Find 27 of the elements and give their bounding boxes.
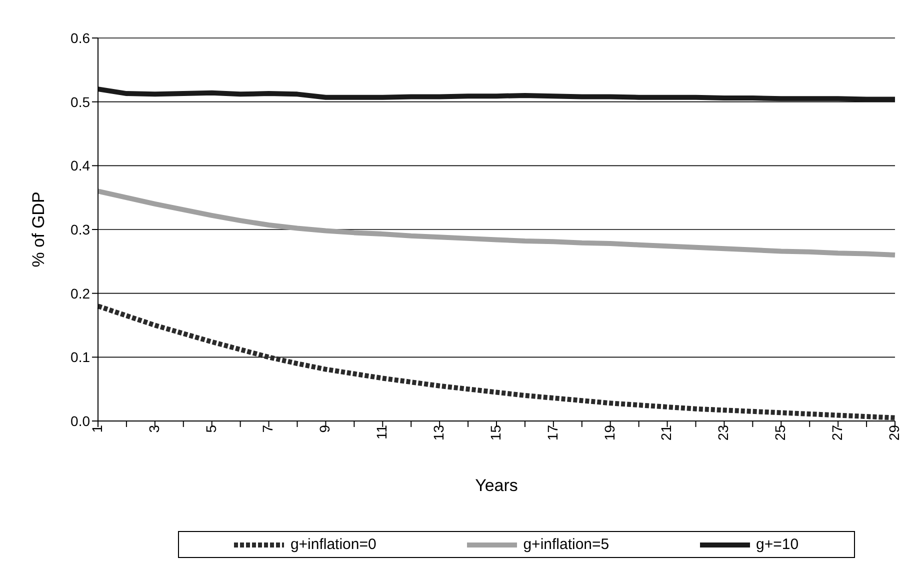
- x-tick-label: 17: [544, 424, 560, 441]
- x-tick-label: 19: [601, 424, 618, 441]
- y-tick-label: 0.6: [70, 30, 90, 46]
- x-tick-label: 1: [88, 424, 105, 433]
- x-tick-label: 27: [829, 424, 846, 441]
- legend-label: g+inflation=5: [523, 536, 610, 553]
- x-tick-label: 5: [202, 424, 219, 433]
- x-tick-label: 11: [374, 424, 390, 440]
- y-tick-label: 0.4: [70, 158, 90, 174]
- legend-label: g+inflation=0: [290, 536, 376, 553]
- y-axis-title: % of GDP: [29, 192, 48, 268]
- x-tick-label: 21: [658, 424, 674, 441]
- y-tick-label: 0.1: [70, 349, 90, 366]
- y-tick-label: 0.5: [70, 94, 90, 110]
- x-tick-label: 29: [886, 424, 902, 441]
- x-tick-label: 9: [316, 424, 333, 433]
- text: 0.0: [70, 412, 90, 429]
- x-tick-label: 7: [260, 424, 276, 433]
- y-tick-label: 0.3: [70, 221, 90, 238]
- x-tick-label: 25: [772, 424, 788, 441]
- x-axis-title: Years: [475, 476, 518, 495]
- legend-label: g+=10: [756, 536, 799, 553]
- x-tick-label: 3: [146, 424, 162, 433]
- x-tick-label: 15: [487, 424, 504, 441]
- x-tick-label: 13: [430, 424, 447, 441]
- x-tick-label: 23: [715, 424, 732, 441]
- y-tick-label: 0.2: [70, 285, 90, 302]
